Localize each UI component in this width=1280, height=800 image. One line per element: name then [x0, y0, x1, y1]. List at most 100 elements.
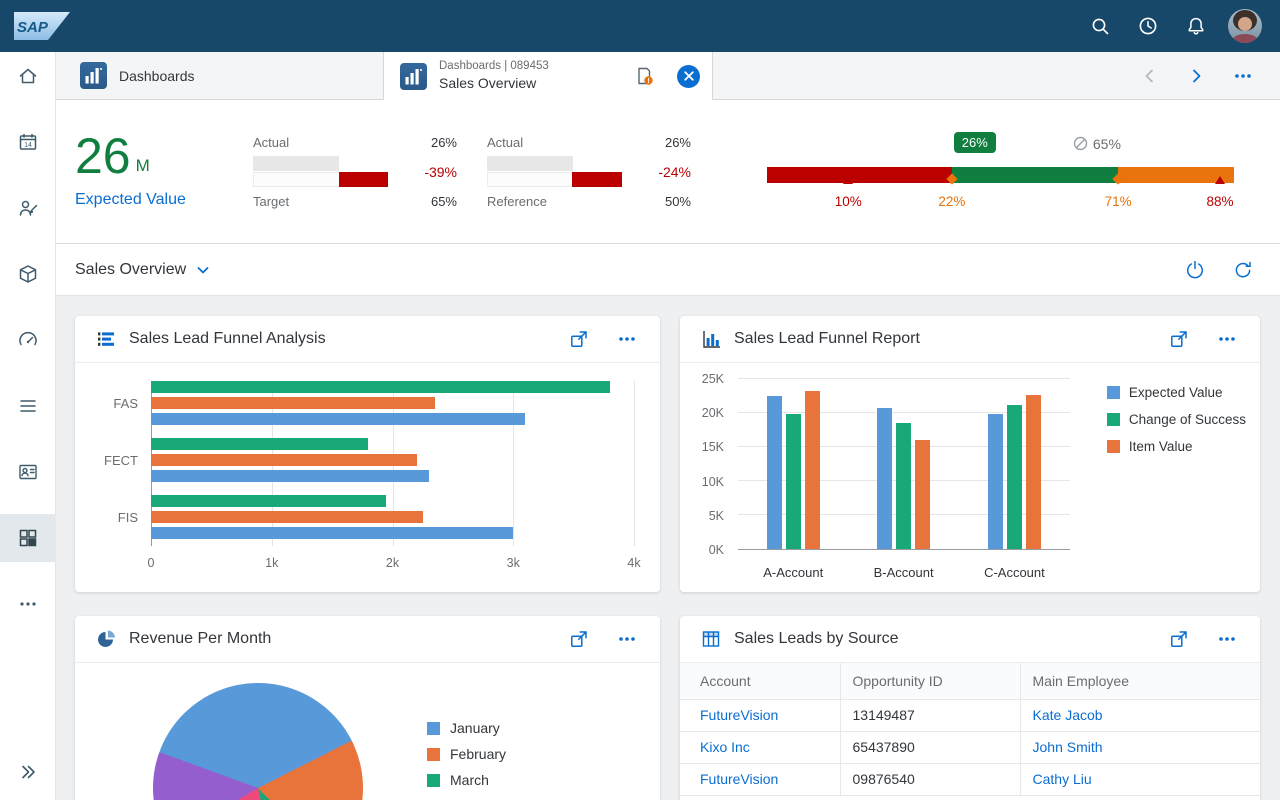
legend-item[interactable]: March — [427, 767, 506, 793]
funnel-report-chart: 0K 5K 10K 15K 20K 25K A-Account B-Account C-Acco… — [680, 363, 1260, 592]
funnel-analysis-chart: FAS FECT FIS 0 1k 2k 3k 4k — [75, 363, 660, 576]
bar-Change of Success[interactable] — [896, 422, 912, 549]
card-sales-leads-by-source: Sales Leads by Source Account Opportunity… — [680, 616, 1260, 800]
table-link[interactable]: FutureVision — [700, 771, 779, 787]
table-cell: Kixo Inc — [680, 730, 841, 764]
sidebar-item-calendar[interactable]: 14 — [0, 118, 56, 166]
legend-item[interactable]: January — [427, 715, 506, 741]
card-revenue-per-month: Revenue Per Month JanuaryFebruaryMarchAp… — [75, 616, 660, 800]
tabs-overflow-button[interactable] — [1232, 65, 1254, 87]
table-link[interactable]: John Smith — [1032, 739, 1103, 755]
tabs-scroll-left-button[interactable] — [1140, 66, 1160, 86]
tab-bar-controls — [713, 52, 1280, 99]
legend-item[interactable]: Item Value — [1106, 439, 1246, 454]
table-cell: John Smith — [1019, 730, 1260, 764]
bar-Item Value[interactable] — [804, 391, 820, 549]
bar-Expected Value[interactable] — [877, 408, 893, 549]
card-overflow-button[interactable] — [1216, 628, 1238, 650]
gauge-marker-label: 88% — [1206, 193, 1234, 209]
recent-activity-icon[interactable] — [1130, 8, 1166, 44]
sidebar-item-contacts[interactable] — [0, 448, 56, 496]
bar-series-green[interactable] — [151, 495, 387, 507]
bar-Expected Value[interactable] — [988, 414, 1004, 549]
x-axis-tick: 0 — [147, 556, 155, 570]
table-cell: Cathy Liu — [1019, 762, 1260, 796]
tab-sales-overview[interactable]: Dashboards | 089453 Sales Overview ! — [383, 52, 713, 100]
delta-bars — [253, 156, 388, 187]
section-title[interactable]: Sales Overview — [75, 260, 187, 278]
open-in-new-window-button[interactable] — [1168, 628, 1190, 650]
bar-series-green[interactable] — [151, 438, 369, 450]
refresh-icon[interactable] — [1232, 259, 1254, 281]
column-header[interactable]: Main Employee — [1019, 663, 1260, 700]
gauge-bar[interactable] — [767, 166, 1234, 183]
delta-value: -24% — [658, 163, 691, 180]
column-header[interactable]: Opportunity ID — [839, 663, 1021, 700]
legend-item[interactable]: February — [427, 741, 506, 767]
card-sales-lead-funnel-report: Sales Lead Funnel Report 0K 5K 10K 15K 20K 25… — [680, 316, 1260, 592]
sidebar-item-list[interactable] — [0, 382, 56, 430]
bar-series-blue[interactable] — [151, 527, 514, 539]
bar-Item Value[interactable] — [915, 440, 931, 549]
bar-Item Value[interactable] — [1026, 394, 1042, 549]
kpi-label[interactable]: Expected Value — [75, 191, 186, 208]
x-axis-category: C-Account — [984, 565, 1045, 580]
micro-bottom-value: 50% — [664, 193, 691, 209]
table-link[interactable]: FutureVision — [700, 707, 779, 723]
power-refresh-icon[interactable] — [1184, 259, 1206, 281]
revenue-pie-chart[interactable] — [153, 683, 363, 800]
open-in-new-window-button[interactable] — [568, 628, 590, 650]
sidebar-item-dashboards[interactable] — [0, 514, 56, 562]
sidebar-item-overflow[interactable] — [0, 580, 56, 628]
dashboard-tile-icon — [80, 62, 107, 89]
sidebar-item-home[interactable] — [0, 52, 56, 100]
table-cell: 13149487 — [839, 698, 1021, 732]
bar-series-orange[interactable] — [151, 511, 423, 523]
table-link[interactable]: Kixo Inc — [700, 739, 750, 755]
bar-Change of Success[interactable] — [1007, 404, 1023, 549]
tabs-scroll-right-button[interactable] — [1186, 66, 1206, 86]
chevron-down-icon[interactable] — [195, 262, 211, 278]
table-link[interactable]: Kate Jacob — [1032, 707, 1103, 723]
legend-item[interactable]: Change of Success — [1106, 412, 1246, 427]
legend-item[interactable]: Expected Value — [1106, 385, 1246, 400]
tab-dashboards[interactable]: Dashboards — [56, 52, 383, 99]
expected-value-kpi[interactable]: 26 M Expected Value — [75, 131, 253, 209]
user-avatar[interactable] — [1228, 9, 1262, 43]
bar-series-orange[interactable] — [151, 397, 435, 409]
pie-chart-icon — [95, 628, 117, 650]
bar-Expected Value[interactable] — [766, 396, 782, 549]
search-icon[interactable] — [1082, 8, 1118, 44]
bar-series-blue[interactable] — [151, 470, 429, 482]
bar-series-green[interactable] — [151, 381, 610, 393]
tab-notification-icon[interactable]: ! — [633, 65, 655, 87]
open-in-new-window-button[interactable] — [1168, 328, 1190, 350]
x-axis-tick: 3k — [506, 556, 520, 570]
gauge-marker — [1214, 175, 1225, 184]
open-in-new-window-button[interactable] — [568, 328, 590, 350]
column-header[interactable]: Account — [680, 663, 841, 700]
table-row: Kixo Inc 65437890 John Smith — [680, 730, 1260, 764]
card-overflow-button[interactable] — [1216, 328, 1238, 350]
sidebar-item-employee[interactable] — [0, 184, 56, 232]
tab-close-button[interactable] — [677, 64, 700, 88]
sidebar-item-products[interactable] — [0, 250, 56, 298]
x-axis-category: A-Account — [763, 565, 824, 580]
bar-Change of Success[interactable] — [785, 414, 801, 549]
legend-item[interactable]: April — [427, 793, 506, 800]
card-overflow-button[interactable] — [616, 328, 638, 350]
sidebar-item-performance[interactable] — [0, 316, 56, 364]
sap-logo[interactable]: SAP — [14, 12, 70, 40]
card-overflow-button[interactable] — [616, 628, 638, 650]
target-gauge: 26% 65% 10% 22% 71% 88% — [767, 131, 1234, 212]
bar-series-orange[interactable] — [151, 454, 417, 466]
x-axis-tick: 4k — [627, 556, 641, 570]
notifications-icon[interactable] — [1178, 8, 1214, 44]
bar-series-blue[interactable] — [151, 413, 526, 425]
dashboard-tile-icon — [400, 62, 427, 90]
circle-slash-icon — [1073, 136, 1088, 151]
actual-bar — [253, 156, 340, 171]
sidebar-expand-button[interactable] — [0, 748, 56, 796]
table-icon — [700, 628, 722, 650]
table-link[interactable]: Cathy Liu — [1032, 771, 1092, 787]
